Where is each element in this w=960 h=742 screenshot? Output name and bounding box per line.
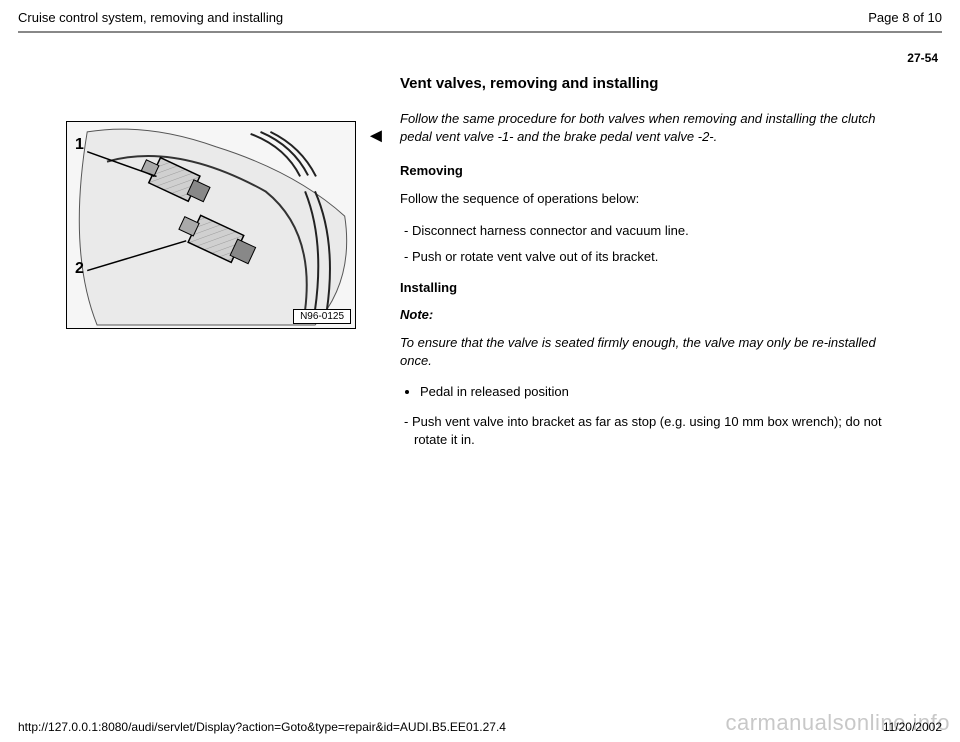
page-root: Cruise control system, removing and inst… bbox=[0, 0, 960, 742]
installing-bullet: Pedal in released position bbox=[420, 383, 902, 401]
removing-steps-list: Disconnect harness connector and vacuum … bbox=[400, 222, 902, 266]
figure-column: 1 2 N96-0125 bbox=[66, 121, 366, 329]
note-label: Note: bbox=[400, 307, 902, 322]
section-intro: Follow the same procedure for both valve… bbox=[400, 110, 902, 145]
pointer-arrow: ◄ bbox=[366, 125, 400, 148]
content-area: 1 2 N96-0125 ◄ Vent valves, removing and… bbox=[18, 75, 942, 464]
reference-number: 27-54 bbox=[18, 51, 938, 65]
section-title: Vent valves, removing and installing bbox=[400, 75, 902, 92]
removing-lead: Follow the sequence of operations below: bbox=[400, 190, 902, 208]
removing-step: Disconnect harness connector and vacuum … bbox=[400, 222, 902, 240]
figure-box: 1 2 N96-0125 bbox=[66, 121, 356, 329]
header-page-label: Page 8 of 10 bbox=[868, 10, 942, 25]
installing-bullet-list: Pedal in released position bbox=[420, 383, 902, 401]
page-footer: http://127.0.0.1:8080/audi/servlet/Displ… bbox=[18, 720, 942, 734]
page-header: Cruise control system, removing and inst… bbox=[18, 10, 942, 25]
header-rule bbox=[18, 31, 942, 33]
header-title: Cruise control system, removing and inst… bbox=[18, 10, 283, 25]
figure-callout-2: 2 bbox=[75, 260, 84, 278]
installing-step: Push vent valve into bracket as far as s… bbox=[400, 413, 902, 449]
removing-heading: Removing bbox=[400, 163, 902, 178]
figure-id-tag: N96-0125 bbox=[293, 309, 351, 324]
figure-callout-1: 1 bbox=[75, 136, 84, 154]
footer-date: 11/20/2002 bbox=[883, 720, 942, 734]
installing-heading: Installing bbox=[400, 280, 902, 295]
removing-step: Push or rotate vent valve out of its bra… bbox=[400, 248, 902, 266]
footer-url: http://127.0.0.1:8080/audi/servlet/Displ… bbox=[18, 720, 506, 734]
vent-valve-diagram bbox=[67, 122, 355, 328]
installing-steps-list: Push vent valve into bracket as far as s… bbox=[400, 413, 902, 449]
text-column: Vent valves, removing and installing Fol… bbox=[400, 75, 914, 464]
note-body: To ensure that the valve is seated firml… bbox=[400, 334, 902, 369]
